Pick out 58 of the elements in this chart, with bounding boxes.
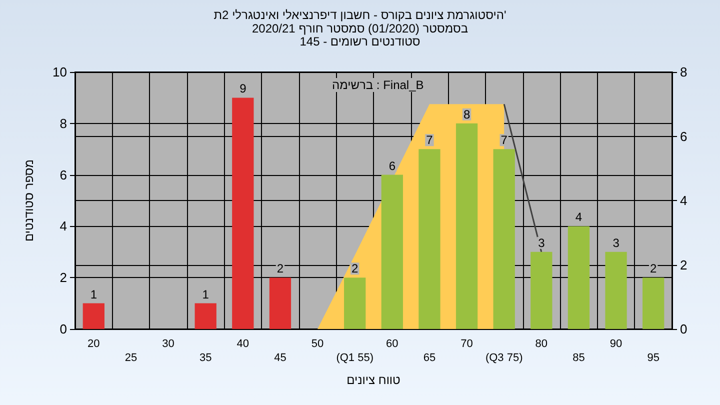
data-label: 6 [388,158,396,173]
x-tick-label: 30 [162,338,174,350]
bar [344,278,366,329]
y2-tick-label: 6 [680,128,688,144]
data-label: 2 [352,262,358,276]
data-label: 4 [575,210,582,224]
bar [418,149,440,329]
bar [568,226,590,329]
y2-tick-label: 2 [680,257,688,272]
data-label: 9 [240,82,247,96]
x-tick-label: 95 [647,352,660,364]
y-axis-title: מספר סטודנטים [22,159,36,242]
bar [642,278,664,329]
bar [530,252,552,329]
bar [232,98,254,329]
bar [82,303,104,329]
y-tick-label: 8 [60,116,67,131]
annotation: ברשימה : Final_B [332,78,424,92]
data-label: 2 [650,262,657,276]
y-tick-label: 10 [52,64,67,80]
x-tick-label: 60 [386,338,398,350]
y-tick-label: 0 [60,322,67,336]
data-label: 7 [426,133,434,148]
y-tick-label: 2 [60,270,67,286]
y2-tick-label: 0 [680,322,688,336]
bar [194,303,216,329]
data-label: 1 [90,287,98,302]
x-tick-label: 85 [572,352,585,364]
x-tick-label: 20 [88,338,100,350]
data-label: 7 [500,133,508,148]
x-tick-label: 65 [423,352,436,364]
data-label: 8 [463,107,470,122]
bar [456,123,478,329]
x-tick-label: 90 [610,338,622,350]
y-tick-label: 6 [60,167,67,182]
x-tick-label: (Q3 75) [485,352,523,364]
x-tick-label: 50 [311,338,324,350]
x-tick-label: 40 [236,338,250,350]
data-label: 3 [538,236,546,250]
data-label: 3 [612,236,620,250]
bar [269,278,292,329]
y2-tick-label: 4 [680,193,688,208]
x-tick-label: 35 [199,352,212,364]
data-label: 1 [202,287,210,302]
x-tick-label: (Q1 55) [336,352,374,364]
bar [605,252,627,329]
x-tick-label: 45 [274,352,286,364]
y-tick-label: 4 [60,218,67,234]
x-tick-label: 70 [460,338,473,350]
bar [493,149,515,329]
x-tick-label: 25 [124,352,138,364]
bar [381,174,403,329]
chart-title: היסטוגרמת ציונים בקורס - חשבון דיפרנציאלי ואינטגרלי 2ת' [214,8,506,22]
y2-tick-label: 8 [680,64,688,80]
x-axis-title: טווח ציונים [346,373,401,387]
chart-subtitle: בסמסטר (01/2020) סמסטר חורף 2020/21 סטודנטים רשומים - 145 [252,22,468,48]
x-tick-label: 80 [535,338,548,350]
data-label: 2 [276,262,284,276]
